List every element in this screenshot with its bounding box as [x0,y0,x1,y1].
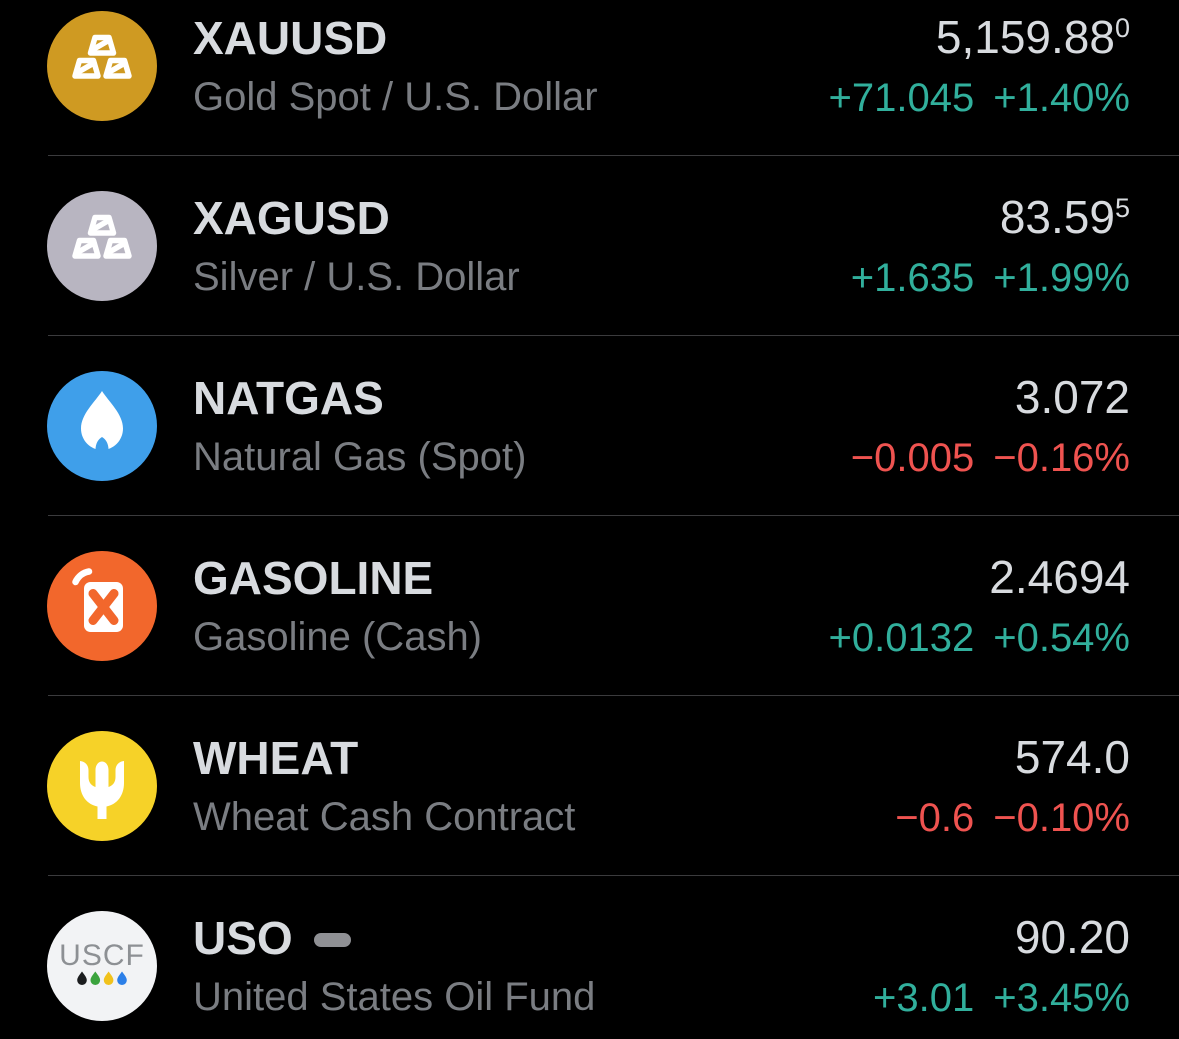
wheat-icon [47,731,157,841]
flame-icon [47,371,157,481]
uscf-logo-icon: USCF [47,911,157,1021]
last-price: 3.072 [1014,370,1130,423]
last-price: 574.0 [1014,730,1130,783]
price-change: +71.045 +1.40% [829,77,1130,119]
last-price: 2.4694 [989,550,1130,603]
price-fraction-digit: 0 [1114,12,1130,43]
symbol-description: Gold Spot / U.S. Dollar [193,75,598,120]
last-price: 90.20 [1014,910,1130,963]
watchlist-row-xauusd[interactable]: XAUUSD Gold Spot / U.S. Dollar 5,159.880… [0,0,1179,156]
change-percent: −0.10% [993,796,1130,841]
price-fraction-digit: 5 [1114,192,1130,223]
change-value: +3.01 [873,976,975,1021]
symbol-description: Gasoline (Cash) [193,615,483,660]
last-price: 5,159.880 [935,10,1130,63]
change-value: −0.005 [850,436,975,481]
change-percent: +1.99% [993,256,1130,301]
symbol-description: Silver / U.S. Dollar [193,255,520,300]
gold-bars-icon [47,11,157,121]
change-percent: +0.54% [993,616,1130,661]
symbol-label: USO [193,911,293,964]
change-percent: +1.40% [993,76,1130,121]
change-value: +1.635 [850,256,975,301]
change-value: +71.045 [828,76,975,121]
symbol-label: WHEAT [193,731,359,784]
price-change: −0.6 −0.10% [895,797,1130,839]
symbol-label: GASOLINE [193,551,434,604]
watchlist-row-xagusd[interactable]: XAGUSD Silver / U.S. Dollar 83.595 +1.63… [0,156,1179,336]
price-change: +0.0132 +0.54% [829,617,1130,659]
watchlist-row-wheat[interactable]: WHEAT Wheat Cash Contract 574.0 −0.6 −0.1… [0,696,1179,876]
watchlist-row-gasoline[interactable]: GASOLINE Gasoline (Cash) 2.4694 +0.0132 +… [0,516,1179,696]
symbol-label: XAGUSD [193,191,390,244]
change-percent: −0.16% [993,436,1130,481]
symbol-label: NATGAS [193,371,384,424]
fuel-can-icon [47,551,157,661]
watchlist-row-uso[interactable]: USCF USO United States Oil Fund 90.20 +3… [0,876,1179,1039]
change-value: +0.0132 [828,616,975,661]
symbol-description: Wheat Cash Contract [193,795,576,840]
watchlist-row-natgas[interactable]: NATGAS Natural Gas (Spot) 3.072 −0.005 −0… [0,336,1179,516]
symbol-label: XAUUSD [193,11,388,64]
change-percent: +3.45% [993,976,1130,1021]
minus-badge [313,933,351,947]
price-change: −0.005 −0.16% [851,437,1130,479]
symbol-description: United States Oil Fund [193,975,596,1020]
svg-text:USCF: USCF [59,939,145,972]
change-value: −0.6 [895,796,975,841]
price-change: +1.635 +1.99% [851,257,1130,299]
silver-bars-icon [47,191,157,301]
last-price: 83.595 [999,190,1130,243]
price-change: +3.01 +3.45% [873,977,1130,1019]
symbol-description: Natural Gas (Spot) [193,435,527,480]
